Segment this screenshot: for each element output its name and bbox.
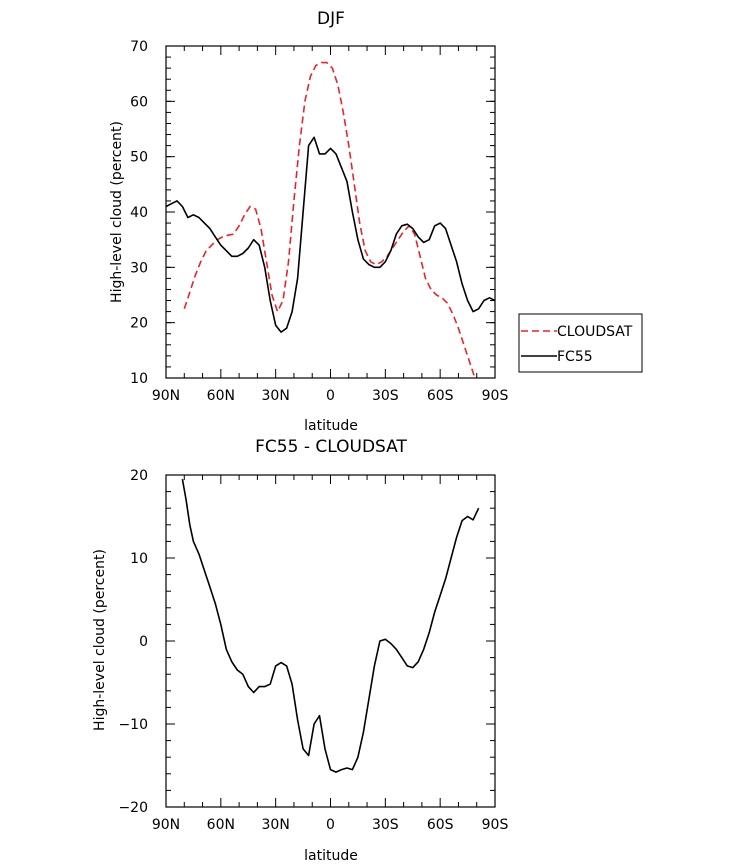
top-y-axis-label: High-level cloud (percent) [109, 121, 125, 303]
top-y-tick-label: 40 [130, 205, 148, 221]
top-x-tick-label: 60S [427, 388, 454, 404]
top-series-line-fc55 [166, 136, 495, 333]
bottom-x-axis-label: latitude [304, 848, 358, 864]
bottom-y-tick-label: −20 [118, 800, 148, 816]
legend-box [518, 313, 643, 373]
bottom-x-tick-label: 60N [207, 817, 235, 833]
top-x-tick-label: 0 [326, 388, 335, 404]
top-plot-frame [165, 45, 496, 379]
top-y-tick-label: 20 [130, 316, 148, 332]
bottom-y-axis-label: High-level cloud (percent) [92, 549, 108, 731]
top-y-tick-label: 30 [130, 260, 148, 276]
bottom-x-tick-label: 30N [262, 817, 290, 833]
bottom-x-tick-label: 0 [326, 817, 335, 833]
top-x-axis-label: latitude [304, 418, 358, 434]
bottom-x-tick-label: 60S [427, 817, 454, 833]
top-x-tick-label: 60N [207, 388, 235, 404]
bottom-x-tick-label: 90N [152, 817, 180, 833]
top-x-tick-label: 90N [152, 388, 180, 404]
top-series-line-cloudsat [183, 61, 476, 378]
top-x-tick-label: 30S [372, 388, 399, 404]
bottom-panel: FC55 - CLOUDSAT 90N 60N 30N 0 30S 60S 90S −20 −1… [92, 437, 508, 864]
top-y-tick-label: 60 [130, 94, 148, 110]
bottom-ticks-layer: 90N 60N 30N 0 30S 60S 90S −20 −10 0 10 20 [118, 468, 508, 833]
bottom-x-tick-label: 30S [372, 817, 399, 833]
top-ticks-layer: 90N 60N 30N 0 30S 60S 90S 10 20 30 40 50 60 70 [130, 39, 508, 404]
bottom-series-layer [181, 478, 480, 773]
legend: CLOUDSAT FC55 [518, 313, 643, 373]
bottom-y-tick-label: 10 [130, 551, 148, 567]
top-y-tick-label: 70 [130, 39, 148, 55]
top-series-layer [166, 61, 495, 378]
bottom-series-line-1 [181, 478, 480, 773]
legend-fc55-label: FC55 [557, 349, 593, 365]
bottom-chart-title: FC55 - CLOUDSAT [255, 437, 407, 457]
bottom-plot-frame [165, 474, 496, 808]
top-y-tick-label: 50 [130, 150, 148, 166]
bottom-x-tick-label: 90S [482, 817, 509, 833]
top-chart-title: DJF [317, 9, 345, 29]
top-x-tick-label: 90S [482, 388, 509, 404]
top-panel: DJF 90N 60N 30N 0 30S 60S 90S 10 20 30 40 50 60 70 la… [109, 9, 508, 434]
top-x-tick-label: 30N [262, 388, 290, 404]
bottom-y-tick-label: 20 [130, 468, 148, 484]
bottom-y-tick-label: 0 [139, 634, 148, 650]
legend-cloudsat-label: CLOUDSAT [557, 324, 633, 340]
top-y-tick-label: 10 [130, 371, 148, 387]
bottom-y-tick-label: −10 [118, 717, 148, 733]
